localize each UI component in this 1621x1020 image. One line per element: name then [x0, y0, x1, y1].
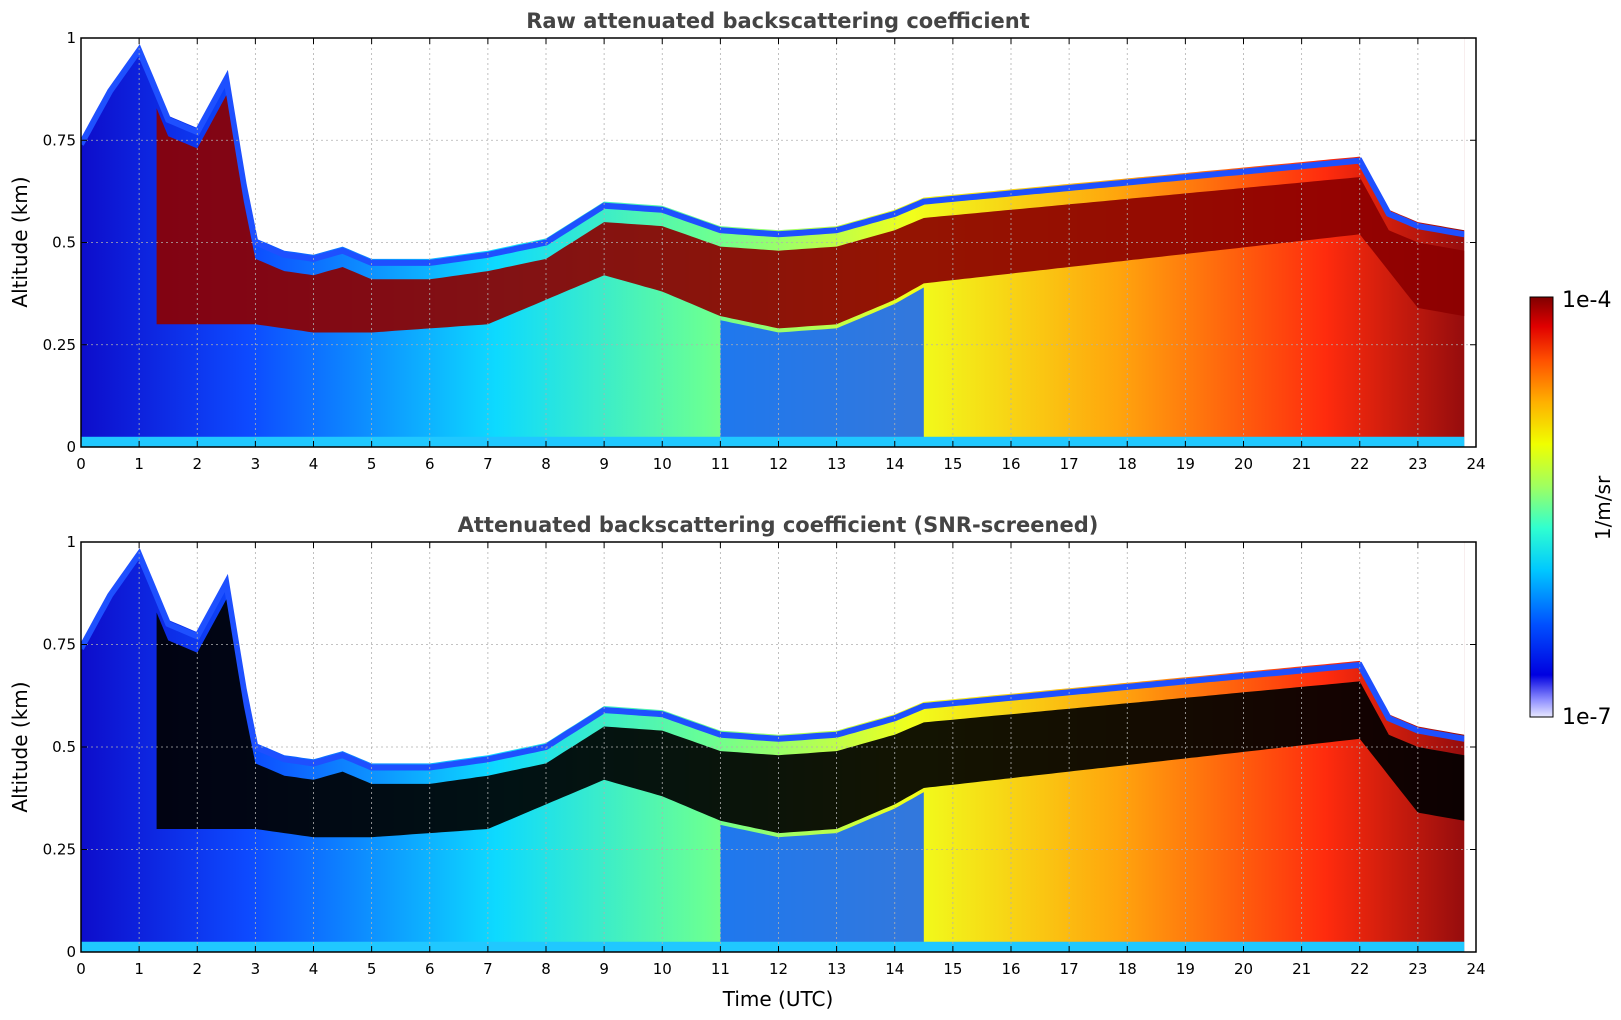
x-tick-label: 22: [1350, 455, 1369, 473]
x-tick-label: 7: [483, 455, 493, 473]
x-tick-label: 19: [1176, 455, 1195, 473]
chart-title: Raw attenuated backscattering coefficien…: [526, 9, 1030, 33]
x-tick-label: 8: [541, 455, 551, 473]
panel-raw: Raw attenuated backscattering coefficien…: [8, 9, 1486, 473]
y-tick-label: 1: [66, 533, 76, 551]
x-tick-label: 11: [711, 455, 730, 473]
x-tick-label: 2: [192, 960, 202, 978]
x-tick-label: 17: [1060, 455, 1079, 473]
x-tick-label: 15: [943, 960, 962, 978]
y-axis: 0 0.25 0.5 0.75 1: [43, 533, 1476, 961]
chart-title: Attenuated backscattering coefficient (S…: [458, 513, 1099, 537]
x-tick-label: 22: [1350, 960, 1369, 978]
x-tick-label: 13: [827, 455, 846, 473]
low-backscatter-region: [720, 792, 924, 944]
x-tick-label: 13: [827, 960, 846, 978]
x-tick-label: 3: [251, 960, 261, 978]
x-tick-label: 16: [1001, 455, 1020, 473]
clear-sky-region: [81, 542, 1465, 764]
x-tick-label: 6: [425, 960, 435, 978]
y-axis: 0 0.25 0.5 0.75 1: [43, 29, 1476, 456]
x-tick-label: 4: [309, 455, 319, 473]
y-tick-label: 0.25: [43, 841, 76, 859]
y-axis-label: Altitude (km): [8, 681, 32, 812]
x-tick-label: 12: [769, 455, 788, 473]
x-tick-label: 11: [711, 960, 730, 978]
x-tick-label: 5: [367, 455, 377, 473]
panel-screened: Attenuated backscattering coefficient (S…: [8, 513, 1486, 1011]
colorbar-min-label: 1e-7: [1562, 705, 1611, 730]
clear-sky-region: [81, 38, 1465, 259]
y-tick-label: 0: [66, 438, 76, 456]
x-tick-label: 0: [76, 455, 86, 473]
x-tick-label: 5: [367, 960, 377, 978]
x-tick-label: 24: [1466, 960, 1485, 978]
y-tick-label: 1: [66, 29, 76, 47]
colorbar-max-label: 1e-4: [1562, 288, 1611, 313]
x-tick-label: 21: [1292, 455, 1311, 473]
y-tick-label: 0.5: [52, 738, 76, 756]
x-tick-label: 23: [1408, 960, 1427, 978]
y-tick-label: 0.5: [52, 234, 76, 252]
grid: [81, 38, 1476, 447]
cloud-top-fringe: [81, 548, 1465, 771]
surface-noise-strip: [81, 941, 1465, 952]
x-tick-label: 17: [1060, 960, 1079, 978]
colorbar: 1e-4 1e-7 1/m/sr: [1529, 288, 1615, 730]
x-tick-label: 14: [885, 960, 904, 978]
x-tick-label: 7: [483, 960, 493, 978]
x-tick-label: 9: [599, 455, 609, 473]
cloud-layer: [156, 95, 1465, 333]
x-tick-label: 23: [1408, 455, 1427, 473]
x-tick-label: 6: [425, 455, 435, 473]
cloud-top-fringe: [81, 44, 1465, 266]
x-tick-label: 0: [76, 960, 86, 978]
y-tick-label: 0.25: [43, 336, 76, 354]
x-tick-label: 24: [1466, 455, 1485, 473]
y-tick-label: 0: [66, 943, 76, 961]
x-tick-label: 3: [251, 455, 261, 473]
colorbar-ramp: [1529, 296, 1554, 718]
x-tick-label: 19: [1176, 960, 1195, 978]
low-backscatter-region: [720, 287, 924, 439]
x-tick-label: 2: [192, 455, 202, 473]
colorbar-unit-label: 1/m/sr: [1591, 475, 1615, 540]
x-axis: 0 1 2 3 4 5 6 7 8 9 10 11 12 13 14 15 16 17 18 19 20 21 22 23 24: [76, 542, 1486, 978]
x-tick-label: 20: [1234, 960, 1253, 978]
x-tick-label: 1: [134, 455, 144, 473]
x-axis: 0 1 2 3 4 5 6 7 8 9 10 11 12 13 14 15 16 17 18 19 20 21 22 23 24: [76, 38, 1486, 473]
x-tick-label: 10: [653, 455, 672, 473]
x-tick-label: 18: [1118, 455, 1137, 473]
x-tick-label: 8: [541, 960, 551, 978]
y-tick-label: 0.75: [43, 131, 76, 149]
y-tick-label: 0.75: [43, 636, 76, 654]
x-tick-label: 14: [885, 455, 904, 473]
surface-noise-strip: [81, 436, 1465, 447]
x-tick-label: 1: [134, 960, 144, 978]
x-tick-label: 10: [653, 960, 672, 978]
cloud-layer: [156, 599, 1465, 838]
x-tick-label: 4: [309, 960, 319, 978]
x-tick-label: 21: [1292, 960, 1311, 978]
y-axis-label: Altitude (km): [8, 176, 32, 307]
x-tick-label: 12: [769, 960, 788, 978]
x-tick-label: 16: [1001, 960, 1020, 978]
grid: [81, 542, 1476, 952]
x-tick-label: 20: [1234, 455, 1253, 473]
x-axis-label: Time (UTC): [722, 987, 834, 1011]
x-tick-label: 15: [943, 455, 962, 473]
backscatter-image: [81, 38, 1476, 447]
x-tick-label: 9: [599, 960, 609, 978]
x-tick-label: 18: [1118, 960, 1137, 978]
